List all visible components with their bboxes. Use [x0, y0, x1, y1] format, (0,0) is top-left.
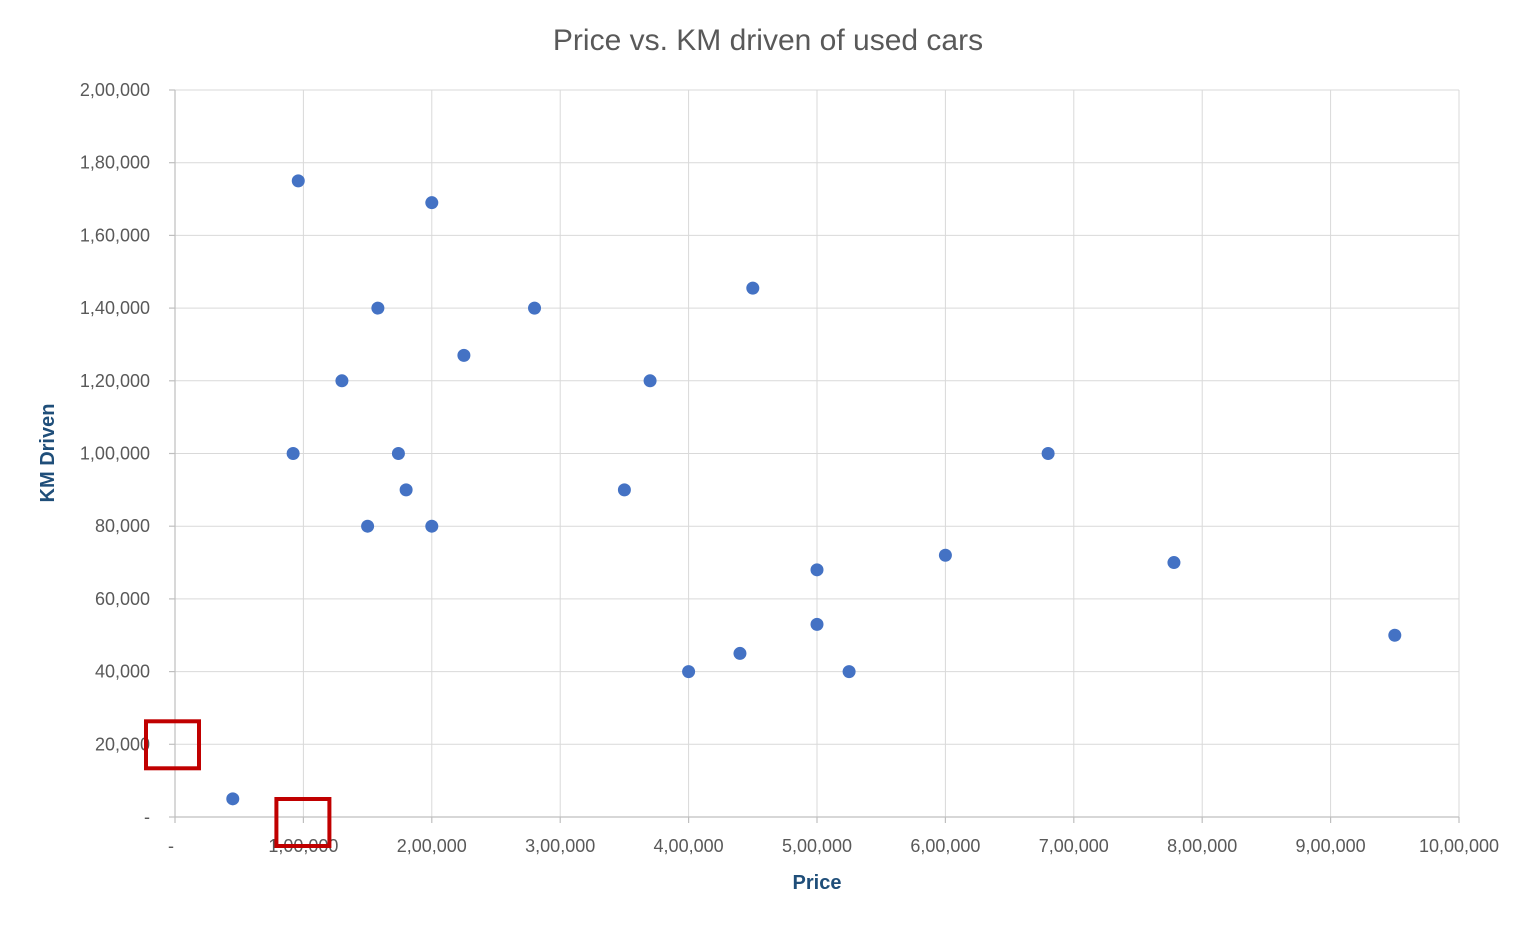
data-point [810, 563, 824, 577]
data-point [457, 348, 471, 362]
y-tick-label: - [144, 807, 150, 827]
highlight-box [274, 797, 332, 848]
highlight-box [144, 719, 201, 771]
highlight-annotations [144, 719, 332, 848]
x-tick-label: 9,00,000 [1296, 836, 1366, 856]
y-tick-label: 1,20,000 [80, 371, 150, 391]
data-point [682, 665, 696, 679]
data-point [842, 665, 856, 679]
data-points [226, 174, 1402, 806]
y-axis-tick-labels: - 20,000 40,000 60,000 80,000 1,00,000 1,20,00… [80, 80, 150, 827]
y-axis-title: KM Driven [37, 404, 59, 503]
y-tick-label: 40,000 [95, 662, 150, 682]
data-point [1167, 556, 1181, 570]
data-point [425, 196, 439, 210]
y-tick-label: 20,000 [95, 734, 150, 754]
x-tick-label: 3,00,000 [525, 836, 595, 856]
axes [169, 89, 1460, 823]
data-point [528, 301, 542, 315]
data-point [617, 483, 631, 497]
x-axis-tick-labels: -1,00,000 2,00,000 3,00,000 4,00,000 5,00,00… [168, 836, 1499, 856]
data-point [391, 447, 405, 460]
data-point [371, 301, 385, 315]
data-point [733, 646, 747, 660]
data-point [226, 792, 240, 806]
x-tick-label: 8,00,000 [1167, 836, 1237, 856]
data-point [1041, 447, 1055, 460]
x-tick-label: 4,00,000 [654, 836, 724, 856]
y-tick-label: 1,80,000 [80, 153, 150, 173]
data-point [1388, 628, 1402, 642]
data-point [291, 174, 305, 188]
y-tick-label: 2,00,000 [80, 80, 150, 100]
gridlines [175, 89, 1460, 817]
data-point [938, 548, 952, 562]
data-point [361, 519, 375, 533]
data-point [746, 281, 760, 295]
x-tick-label: - [168, 836, 174, 856]
data-point [425, 519, 439, 533]
y-tick-label: 1,60,000 [80, 225, 150, 245]
x-axis-title: Price [793, 872, 842, 894]
x-tick-label: 6,00,000 [910, 836, 980, 856]
data-point [399, 483, 413, 497]
data-point [643, 374, 657, 388]
chart-title: Price vs. KM driven of used cars [553, 24, 983, 57]
y-tick-label: 80,000 [95, 516, 150, 536]
x-tick-label: 7,00,000 [1039, 836, 1109, 856]
y-tick-label: 60,000 [95, 589, 150, 609]
data-point [335, 374, 349, 388]
x-tick-label: 5,00,000 [782, 836, 852, 856]
data-point [286, 447, 300, 460]
y-tick-label: 1,00,000 [80, 444, 150, 464]
y-tick-label: 1,40,000 [80, 298, 150, 318]
x-tick-label: 2,00,000 [397, 836, 467, 856]
x-tick-label: 10,00,000 [1419, 836, 1499, 856]
data-point [810, 617, 824, 631]
